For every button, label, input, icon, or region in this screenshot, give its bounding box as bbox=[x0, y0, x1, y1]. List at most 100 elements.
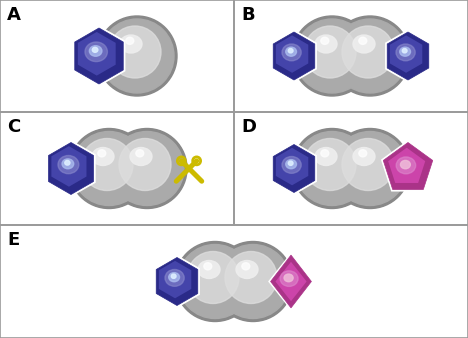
Polygon shape bbox=[46, 140, 95, 197]
Polygon shape bbox=[268, 252, 314, 310]
Bar bbox=[234, 0, 468, 112]
Ellipse shape bbox=[292, 128, 372, 209]
Polygon shape bbox=[156, 258, 198, 306]
Ellipse shape bbox=[81, 139, 133, 191]
Bar bbox=[0, 0, 234, 112]
Ellipse shape bbox=[175, 241, 255, 321]
Ellipse shape bbox=[402, 49, 407, 53]
Ellipse shape bbox=[342, 139, 394, 191]
Ellipse shape bbox=[97, 16, 177, 96]
Ellipse shape bbox=[342, 26, 394, 78]
Polygon shape bbox=[276, 35, 308, 73]
Ellipse shape bbox=[242, 263, 250, 270]
Polygon shape bbox=[383, 143, 433, 190]
Ellipse shape bbox=[330, 16, 410, 96]
Ellipse shape bbox=[282, 156, 301, 173]
Polygon shape bbox=[276, 148, 308, 185]
Ellipse shape bbox=[165, 269, 184, 286]
Ellipse shape bbox=[72, 131, 146, 206]
Ellipse shape bbox=[69, 128, 149, 209]
Ellipse shape bbox=[333, 19, 407, 93]
Bar bbox=[0, 112, 234, 225]
Ellipse shape bbox=[330, 128, 410, 209]
Ellipse shape bbox=[136, 150, 144, 157]
Text: D: D bbox=[241, 118, 256, 136]
Polygon shape bbox=[159, 261, 191, 298]
Ellipse shape bbox=[92, 47, 98, 52]
Ellipse shape bbox=[295, 19, 369, 93]
Ellipse shape bbox=[321, 150, 329, 157]
Ellipse shape bbox=[213, 241, 293, 321]
Ellipse shape bbox=[321, 37, 329, 44]
Ellipse shape bbox=[400, 47, 410, 56]
Ellipse shape bbox=[359, 150, 367, 157]
Ellipse shape bbox=[62, 159, 74, 169]
Polygon shape bbox=[273, 32, 315, 80]
Polygon shape bbox=[154, 255, 200, 308]
Text: E: E bbox=[7, 231, 19, 249]
Bar bbox=[0, 225, 468, 338]
Ellipse shape bbox=[120, 35, 142, 53]
Ellipse shape bbox=[58, 155, 79, 174]
Ellipse shape bbox=[292, 16, 372, 96]
Polygon shape bbox=[385, 29, 431, 82]
Polygon shape bbox=[387, 32, 429, 80]
Polygon shape bbox=[271, 142, 317, 195]
Ellipse shape bbox=[107, 128, 187, 209]
Ellipse shape bbox=[304, 139, 356, 191]
Polygon shape bbox=[275, 262, 307, 301]
Ellipse shape bbox=[178, 244, 252, 318]
Ellipse shape bbox=[333, 131, 407, 206]
Ellipse shape bbox=[401, 161, 410, 169]
Ellipse shape bbox=[109, 26, 161, 78]
Ellipse shape bbox=[204, 263, 212, 270]
Ellipse shape bbox=[359, 37, 367, 44]
Text: B: B bbox=[241, 6, 255, 24]
Ellipse shape bbox=[284, 274, 293, 282]
Text: C: C bbox=[7, 118, 20, 136]
Ellipse shape bbox=[282, 44, 301, 61]
Polygon shape bbox=[388, 148, 425, 183]
Ellipse shape bbox=[198, 261, 220, 279]
Ellipse shape bbox=[286, 47, 297, 56]
Ellipse shape bbox=[65, 161, 70, 165]
Text: A: A bbox=[7, 6, 21, 24]
Ellipse shape bbox=[119, 139, 171, 191]
Ellipse shape bbox=[130, 147, 152, 166]
Ellipse shape bbox=[169, 273, 180, 282]
Ellipse shape bbox=[85, 42, 107, 62]
Ellipse shape bbox=[286, 160, 297, 169]
Ellipse shape bbox=[288, 49, 293, 53]
Ellipse shape bbox=[89, 46, 102, 56]
Ellipse shape bbox=[236, 261, 258, 279]
Polygon shape bbox=[78, 32, 116, 76]
Ellipse shape bbox=[171, 274, 176, 279]
Ellipse shape bbox=[225, 251, 277, 304]
Ellipse shape bbox=[92, 147, 114, 166]
Ellipse shape bbox=[100, 19, 174, 93]
Ellipse shape bbox=[98, 150, 106, 157]
Polygon shape bbox=[49, 143, 94, 194]
Ellipse shape bbox=[315, 35, 337, 53]
Ellipse shape bbox=[187, 251, 239, 304]
Polygon shape bbox=[381, 140, 435, 192]
Ellipse shape bbox=[304, 26, 356, 78]
Ellipse shape bbox=[353, 35, 375, 53]
Ellipse shape bbox=[295, 131, 369, 206]
Ellipse shape bbox=[126, 37, 134, 44]
Polygon shape bbox=[390, 35, 422, 73]
Ellipse shape bbox=[288, 161, 293, 165]
Ellipse shape bbox=[396, 157, 416, 174]
Polygon shape bbox=[271, 255, 311, 308]
Polygon shape bbox=[271, 29, 317, 82]
Polygon shape bbox=[273, 145, 315, 193]
Polygon shape bbox=[51, 146, 87, 187]
Ellipse shape bbox=[110, 131, 184, 206]
Ellipse shape bbox=[216, 244, 290, 318]
Ellipse shape bbox=[396, 44, 415, 61]
Polygon shape bbox=[75, 28, 123, 84]
Ellipse shape bbox=[280, 271, 298, 286]
Polygon shape bbox=[73, 25, 125, 87]
Ellipse shape bbox=[315, 147, 337, 166]
Ellipse shape bbox=[353, 147, 375, 166]
